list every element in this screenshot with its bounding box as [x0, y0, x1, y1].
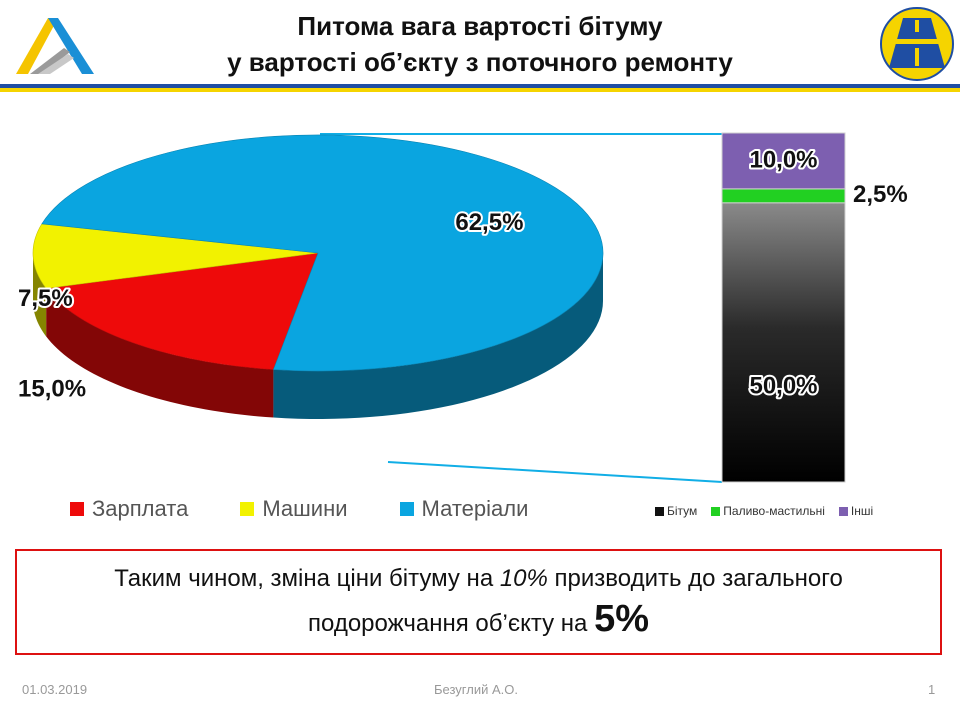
footer-page-number: 1	[928, 682, 936, 697]
legend-item-fuel: Паливо-мастильні	[711, 504, 825, 518]
legend-label-salary: Зарплата	[92, 496, 189, 521]
pie-side-salary	[46, 288, 274, 418]
slide-title: Питома вага вартості бітуму у вартості о…	[140, 8, 820, 80]
footer-date: 01.03.2019	[22, 682, 88, 697]
bitumen-share-chart: 15,0% 7,5% 62,5% 50,0% 2,5% 10,0%	[16, 132, 910, 483]
legend-label-other: Інші	[850, 504, 874, 518]
pie-label-materials: 62,5%	[455, 209, 523, 236]
header-rule-yellow	[0, 88, 960, 92]
legend-swatch-machines	[240, 502, 255, 516]
bar-segment-bitumen	[721, 202, 846, 483]
bar-label-bitumen: 50,0%	[749, 372, 817, 399]
legend-swatch-materials	[399, 502, 414, 516]
bar-label-fuel: 2,5%	[853, 181, 908, 208]
pie-side-materials	[273, 253, 603, 419]
conclusion-line-1: Таким чином, зміна ціни бітуму на 10% пр…	[17, 559, 940, 599]
conclusion-box: Таким чином, зміна ціни бітуму на 10% пр…	[15, 549, 942, 655]
conclusion-text-2: призводить до загального	[547, 565, 843, 592]
pie-side-machines	[33, 253, 47, 337]
pie-label-machines: 7,5%	[18, 285, 73, 312]
legend-item-materials: Матеріали	[399, 496, 529, 522]
legend-label-bitumen: Бітум	[667, 504, 698, 518]
conclusion-italic-value: 10%	[499, 565, 548, 592]
pie-slice-salary	[45, 252, 319, 370]
agency-emblem	[880, 7, 954, 81]
legend-item-machines: Машини	[240, 496, 348, 522]
bar-segment-fuel	[721, 188, 846, 204]
legend-label-machines: Машини	[262, 496, 348, 521]
conclusion-line-2: подорожчання об’єкту на 5%	[17, 599, 940, 644]
conclusion-big-value: 5%	[594, 598, 649, 640]
conclusion-text-3: подорожчання об’єкту на	[308, 610, 595, 637]
legend-swatch-salary	[70, 502, 84, 516]
pie-slice-machines	[32, 223, 319, 289]
title-line-2: у вартості об’єкту з поточного ремонту	[227, 47, 733, 77]
bar-legend: Бітум Паливо-мастильні Інші	[655, 504, 887, 518]
conclusion-text-1: Таким чином, зміна ціни бітуму на	[114, 565, 500, 592]
legend-swatch-other	[838, 506, 848, 516]
bar-label-other: 10,0%	[749, 146, 817, 173]
legend-item-bitumen: Бітум	[655, 504, 697, 518]
legend-label-fuel: Паливо-мастильні	[723, 504, 825, 518]
legend-swatch-fuel	[711, 506, 721, 516]
legend-item-salary: Зарплата	[70, 496, 188, 522]
pie-label-salary: 15,0%	[18, 375, 86, 402]
legend-item-other: Інші	[838, 504, 874, 518]
footer-author: Безуглий А.О.	[434, 682, 518, 697]
company-logo	[16, 18, 94, 74]
legend-label-materials: Матеріали	[421, 496, 529, 521]
title-line-1: Питома вага вартості бітуму	[297, 11, 663, 41]
header-rule-blue	[0, 84, 960, 88]
pie-legend: Зарплата Машини Матеріали	[70, 496, 580, 522]
bar-segment-other	[721, 132, 846, 190]
legend-swatch-bitumen	[655, 506, 664, 516]
connector-line-bottom	[387, 461, 723, 483]
pie-slice-materials	[41, 134, 604, 372]
